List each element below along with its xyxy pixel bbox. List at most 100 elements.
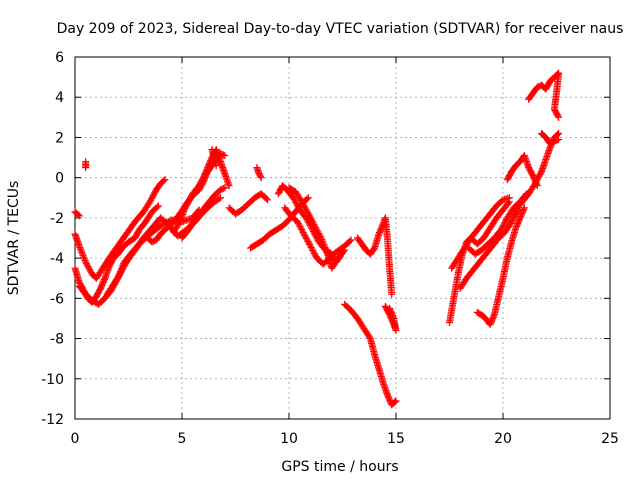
- data-point: [317, 234, 325, 242]
- data-point: [530, 181, 538, 189]
- data-point: [499, 221, 507, 229]
- y-tick-label: 0: [55, 171, 64, 187]
- x-tick-label: 5: [178, 431, 187, 447]
- data-point: [300, 230, 308, 238]
- data-point: [264, 196, 272, 204]
- data-point: [117, 269, 125, 277]
- data-point: [555, 113, 563, 121]
- data-point: [298, 198, 306, 206]
- data-point: [292, 198, 300, 206]
- data-point: [303, 236, 311, 244]
- data-point: [302, 235, 310, 243]
- data-point: [365, 333, 373, 341]
- data-segment: [285, 184, 349, 272]
- data-point: [305, 211, 313, 219]
- data-point: [149, 192, 157, 200]
- data-point: [77, 247, 85, 255]
- data-segment: [281, 204, 355, 268]
- data-segment: [473, 204, 528, 328]
- data-point: [302, 233, 310, 241]
- data-point: [309, 219, 317, 227]
- data-point: [150, 190, 158, 198]
- data-segment: [353, 214, 396, 298]
- data-point: [121, 261, 129, 269]
- data-point: [505, 194, 513, 202]
- data-segment: [448, 194, 513, 272]
- data-point: [306, 241, 314, 249]
- data-point: [297, 196, 305, 204]
- data-point: [294, 203, 302, 211]
- data-point: [318, 236, 326, 244]
- data-point: [256, 172, 264, 180]
- data-point: [257, 174, 265, 182]
- data-point: [83, 260, 91, 268]
- data-segment: [341, 300, 400, 409]
- data-segment: [75, 206, 203, 308]
- data-point: [498, 224, 506, 232]
- data-point: [534, 175, 542, 183]
- data-point: [100, 276, 108, 284]
- y-tick-label: 4: [55, 90, 64, 106]
- y-tick-label: -12: [41, 412, 64, 428]
- data-point: [536, 171, 544, 179]
- data-point: [314, 228, 322, 236]
- data-point: [553, 136, 561, 144]
- data-point: [303, 207, 311, 215]
- data-point: [299, 201, 307, 209]
- data-point: [555, 129, 563, 137]
- data-segment: [178, 184, 229, 242]
- data-point: [298, 227, 306, 235]
- data-point: [301, 204, 309, 212]
- data-point: [297, 224, 305, 232]
- data-point: [148, 193, 156, 201]
- data-point: [219, 184, 227, 192]
- data-point: [305, 239, 313, 247]
- data-segment: [225, 190, 272, 218]
- data-segment: [71, 208, 83, 220]
- data-point: [76, 244, 84, 252]
- data-segment: [538, 129, 563, 147]
- data-point: [322, 247, 330, 255]
- data-segment: [381, 302, 400, 335]
- data-point: [157, 222, 165, 230]
- data-point: [299, 228, 307, 236]
- data-point: [219, 151, 227, 159]
- data-point: [303, 208, 311, 216]
- data-point: [392, 397, 400, 405]
- data-point: [340, 247, 348, 255]
- data-point: [321, 244, 329, 252]
- data-point: [294, 218, 302, 226]
- data-point: [341, 246, 349, 254]
- data-point: [300, 202, 308, 210]
- data-point: [78, 248, 86, 256]
- data-point: [386, 304, 394, 312]
- data-point: [308, 217, 316, 225]
- data-point: [308, 245, 316, 253]
- data-segment: [503, 152, 541, 190]
- data-point: [291, 197, 299, 205]
- data-point: [320, 242, 328, 250]
- data-point: [319, 239, 327, 247]
- data-point: [304, 194, 312, 202]
- data-point: [147, 196, 155, 204]
- data-segment: [525, 69, 563, 121]
- y-tick-label: -6: [50, 291, 64, 307]
- data-point: [83, 261, 91, 269]
- data-point: [225, 182, 233, 190]
- data-point: [508, 216, 516, 224]
- data-point: [115, 272, 123, 280]
- data-point: [508, 218, 516, 226]
- data-point: [82, 164, 90, 172]
- data-point: [151, 189, 159, 197]
- data-point: [79, 252, 87, 260]
- y-tick-label: 2: [55, 130, 64, 146]
- data-point: [501, 218, 509, 226]
- data-point: [502, 217, 510, 225]
- data-point: [153, 203, 161, 211]
- data-point: [310, 250, 318, 258]
- data-point: [535, 172, 543, 180]
- data-point: [290, 195, 298, 203]
- x-tick-label: 0: [71, 431, 80, 447]
- data-point: [316, 232, 324, 240]
- data-point: [511, 212, 519, 220]
